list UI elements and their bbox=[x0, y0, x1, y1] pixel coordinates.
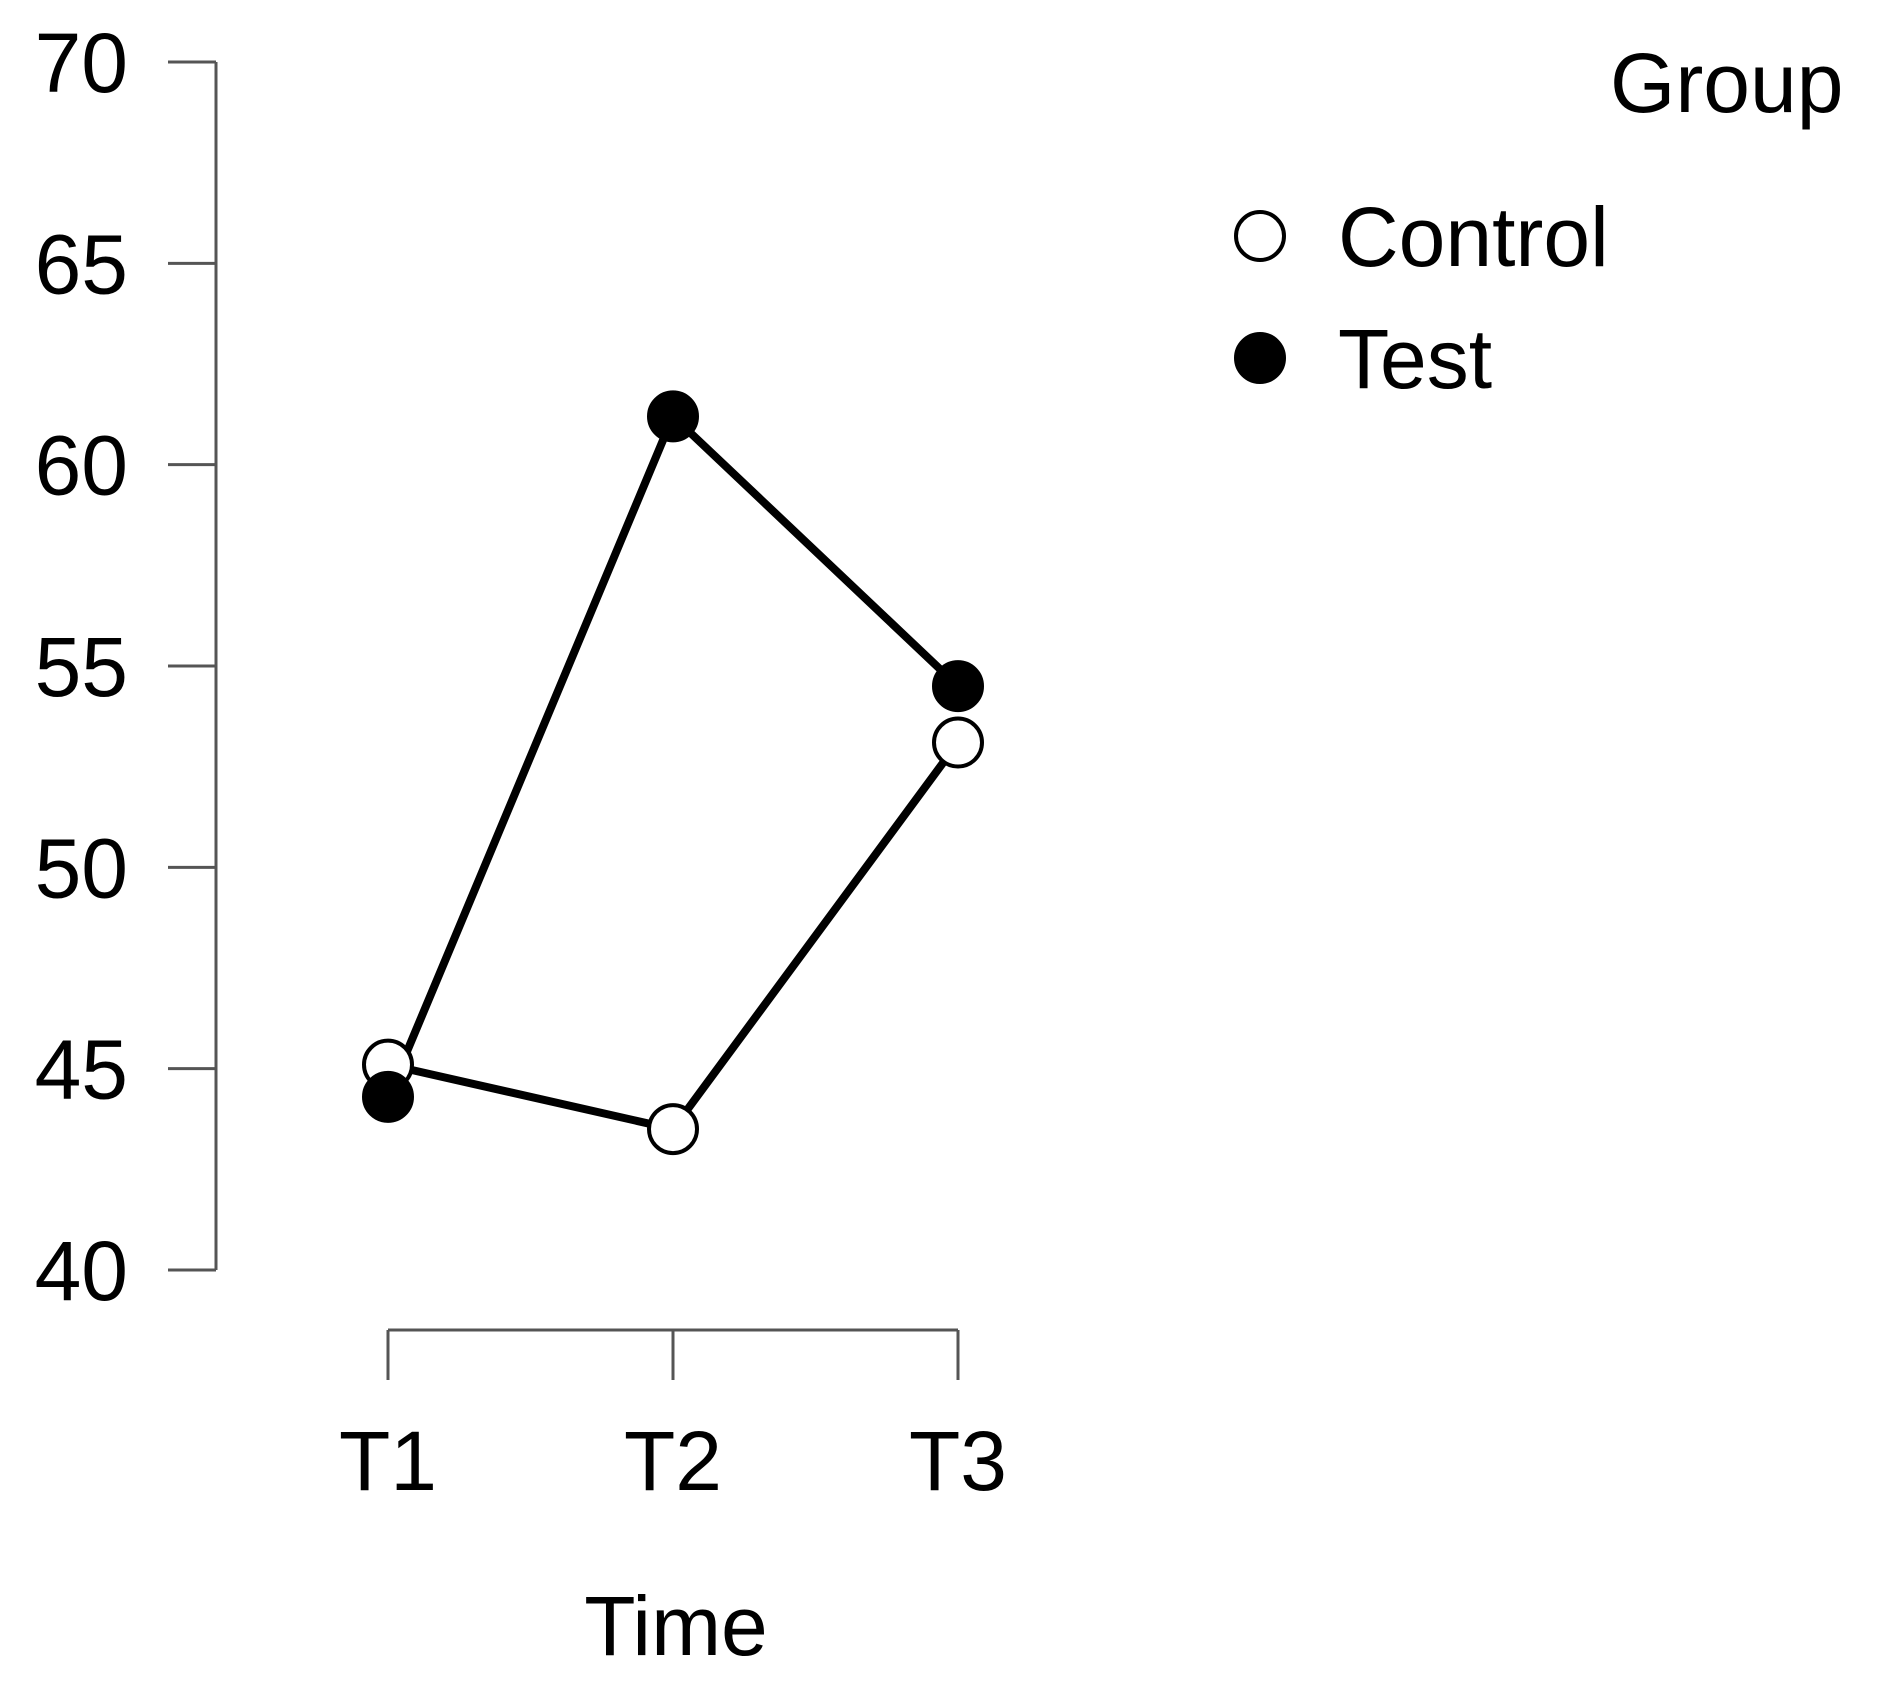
legend-label-test: Test bbox=[1338, 312, 1492, 406]
point-control-t3[interactable] bbox=[932, 716, 984, 769]
legend-marker-test bbox=[1234, 332, 1286, 384]
legend-label-control: Control bbox=[1338, 190, 1609, 284]
x-tick-label: T3 bbox=[909, 1414, 1007, 1508]
legend[interactable]: Group Control Test bbox=[1234, 36, 1843, 406]
series-lines bbox=[384, 412, 962, 1134]
x-tick-label: T1 bbox=[339, 1414, 437, 1508]
series-line-test bbox=[384, 412, 962, 1101]
y-tick-label: 55 bbox=[35, 620, 128, 714]
point-test-t1[interactable] bbox=[362, 1070, 414, 1123]
y-tick-label: 60 bbox=[35, 419, 128, 513]
legend-title: Group bbox=[1610, 36, 1843, 130]
y-tick-label: 50 bbox=[35, 821, 128, 915]
series-line-control bbox=[384, 738, 962, 1134]
point-test-t3[interactable] bbox=[932, 660, 984, 713]
y-tick-label: 70 bbox=[35, 16, 128, 110]
legend-marker-control bbox=[1234, 210, 1286, 262]
y-tick-label: 40 bbox=[35, 1224, 128, 1318]
x-axis: T1 T2 T3 bbox=[339, 1328, 1007, 1508]
point-test-t2[interactable] bbox=[647, 390, 699, 443]
y-tick-label: 65 bbox=[35, 217, 128, 311]
y-axis: 40 45 50 55 60 65 70 bbox=[35, 16, 218, 1318]
x-tick-label: T2 bbox=[624, 1414, 722, 1508]
y-tick-label: 45 bbox=[35, 1023, 128, 1117]
series-points bbox=[362, 390, 984, 1156]
point-control-t2[interactable] bbox=[647, 1103, 699, 1156]
x-axis-title: Time bbox=[584, 1579, 768, 1673]
